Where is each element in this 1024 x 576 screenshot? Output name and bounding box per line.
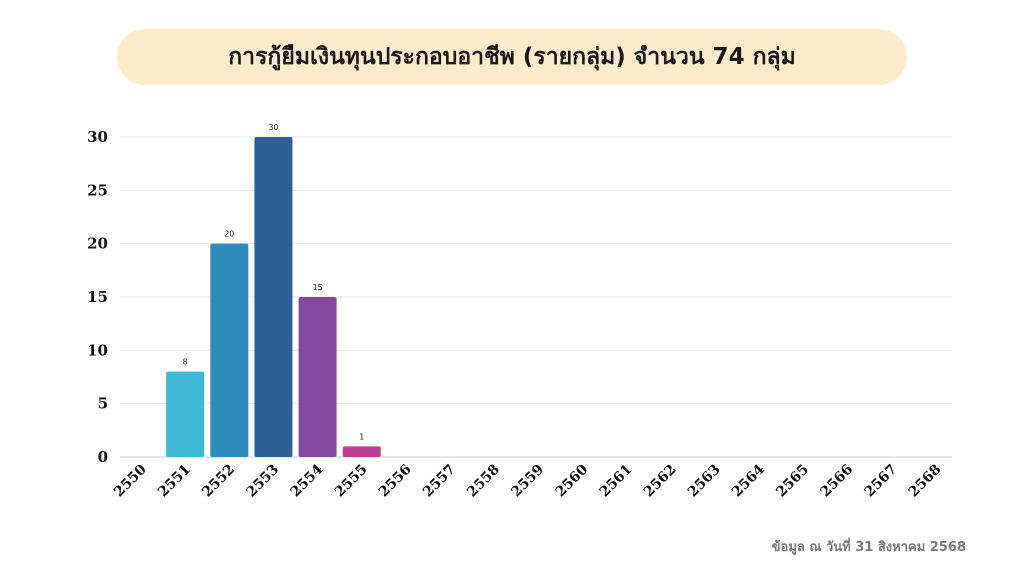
x-tick-label: 2565 [773,462,812,501]
y-tick-label: 5 [98,395,108,413]
y-tick-label: 25 [87,181,108,199]
x-tick-label: 2551 [155,462,194,501]
data-labels: 8 20 30 15 1 [183,123,365,441]
bar-2555 [342,446,381,457]
x-tick-label: 2568 [906,462,945,501]
x-tick-label: 2557 [420,462,459,501]
x-tick-label: 2550 [111,461,150,500]
bars [166,137,381,457]
x-tick-label: 2560 [552,461,591,500]
data-label-2551: 8 [183,358,188,367]
bar-2552 [210,243,249,457]
y-axis-ticks: 0 5 10 15 20 25 30 [87,128,108,466]
x-tick-label: 2556 [376,462,415,501]
y-tick-label: 0 [98,448,108,466]
data-label-2554: 15 [313,283,323,292]
data-label-2553: 30 [268,123,278,132]
x-tick-label: 2566 [817,462,856,501]
bar-2551 [166,371,205,457]
x-tick-label: 2561 [597,462,636,501]
x-tick-label: 2553 [243,462,282,501]
chart-title: การกู้ยืมเงินทุนประกอบอาชีพ (รายกลุ่ม) จ… [228,44,796,70]
data-label-2555: 1 [359,432,364,441]
x-tick-label: 2567 [862,462,901,501]
x-axis-ticks: 2550 2551 2552 2553 2554 2555 2556 2557 2558 2559… [111,461,945,500]
data-label-2552: 20 [224,230,234,239]
bar-2554 [298,297,337,457]
x-tick-label: 2562 [641,462,680,501]
x-tick-label: 2563 [685,462,724,501]
y-tick-label: 15 [87,288,108,306]
bar-2553 [254,137,293,457]
x-tick-label: 2555 [332,462,371,501]
title-banner: การกู้ยืมเงินทุนประกอบอาชีพ (รายกลุ่ม) จ… [117,29,907,85]
x-tick-label: 2564 [729,461,768,500]
x-tick-label: 2554 [288,461,327,500]
x-tick-label: 2552 [199,462,238,501]
x-tick-label: 2559 [508,462,547,501]
y-tick-label: 30 [87,128,108,146]
y-tick-label: 10 [87,341,108,359]
y-tick-label: 20 [87,235,108,253]
data-date-note: ข้อมูล ณ วันที่ 31 สิงหาคม 2568 [771,540,966,555]
x-tick-label: 2558 [464,462,503,501]
